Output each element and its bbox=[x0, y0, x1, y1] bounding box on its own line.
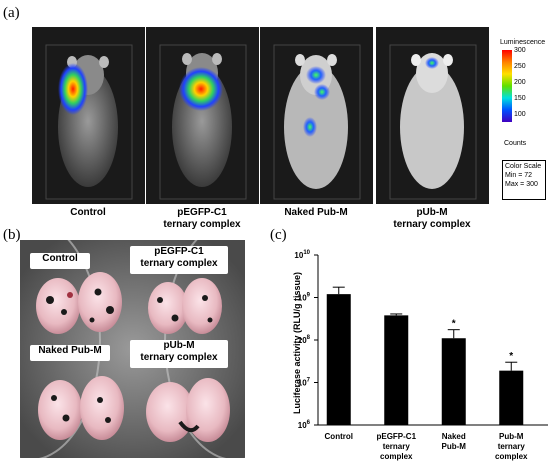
y-tick-label-3: 107 bbox=[298, 378, 311, 388]
bar-0 bbox=[326, 294, 351, 425]
x-tick-label-3-1: ternary bbox=[498, 442, 526, 451]
colorbar-title: Luminescence bbox=[500, 39, 546, 46]
x-tick-label-2-1: Pub-M bbox=[442, 442, 467, 451]
x-tick-label-1-2: complex bbox=[380, 452, 413, 461]
panel-a-letter: (a) bbox=[3, 5, 20, 21]
caption-pegfp: pEGFP-C1 ternary complex bbox=[163, 207, 241, 230]
caption-pubm: pUb-M ternary complex bbox=[393, 207, 471, 230]
colorbar-ticks: 300 250 200 150 100 bbox=[514, 47, 526, 118]
mouse-image-control bbox=[32, 27, 145, 204]
y-tick-label-2: 108 bbox=[298, 335, 311, 345]
x-tick-label-1-1: ternary bbox=[383, 442, 411, 451]
bar-3 bbox=[499, 370, 524, 425]
caption-naked-pubm: Naked Pub-M bbox=[284, 207, 348, 218]
y-tick-label-0: 1010 bbox=[294, 250, 310, 260]
lung-label-pegfp: pEGFP-C1 ternary complex bbox=[130, 246, 228, 274]
color-scale-box: Color Scale Min = 72 Max = 300 bbox=[502, 160, 546, 200]
y-tick-label-4: 106 bbox=[298, 420, 311, 430]
x-tick-label-2-0: Naked bbox=[442, 432, 466, 441]
lung-label-naked-pubm: Naked Pub-M bbox=[30, 345, 110, 361]
caption-control: Control bbox=[70, 207, 106, 218]
colorbar-counts-label: Counts bbox=[504, 140, 527, 147]
y-axis-label: Luciferase activity (RLU/g tissue) bbox=[292, 272, 302, 414]
x-tick-label-1-0: pEGFP-C1 bbox=[376, 432, 416, 441]
x-tick-label-0-0: Control bbox=[325, 432, 353, 441]
y-tick-label-1: 109 bbox=[298, 293, 311, 303]
x-tick-label-3-2: complex bbox=[495, 452, 528, 461]
lung-label-control: Control bbox=[30, 253, 90, 269]
mouse-image-pubm bbox=[376, 27, 489, 204]
mouse-image-pegfp bbox=[146, 27, 259, 204]
panel-c-letter: (c) bbox=[270, 227, 287, 243]
colorbar bbox=[502, 50, 512, 122]
bar-2 bbox=[441, 338, 466, 425]
significance-mark-2: * bbox=[452, 319, 456, 330]
bar-1 bbox=[384, 315, 409, 425]
lung-label-pubm: pUb-M ternary complex bbox=[130, 340, 228, 368]
mouse-image-naked-pubm bbox=[260, 27, 373, 204]
x-tick-label-3-0: Pub-M bbox=[499, 432, 524, 441]
significance-mark-3: * bbox=[509, 351, 513, 362]
luciferase-bar-chart: Luciferase activity (RLU/g tissue) 1010 1… bbox=[292, 250, 548, 461]
panel-b-letter: (b) bbox=[3, 227, 21, 243]
